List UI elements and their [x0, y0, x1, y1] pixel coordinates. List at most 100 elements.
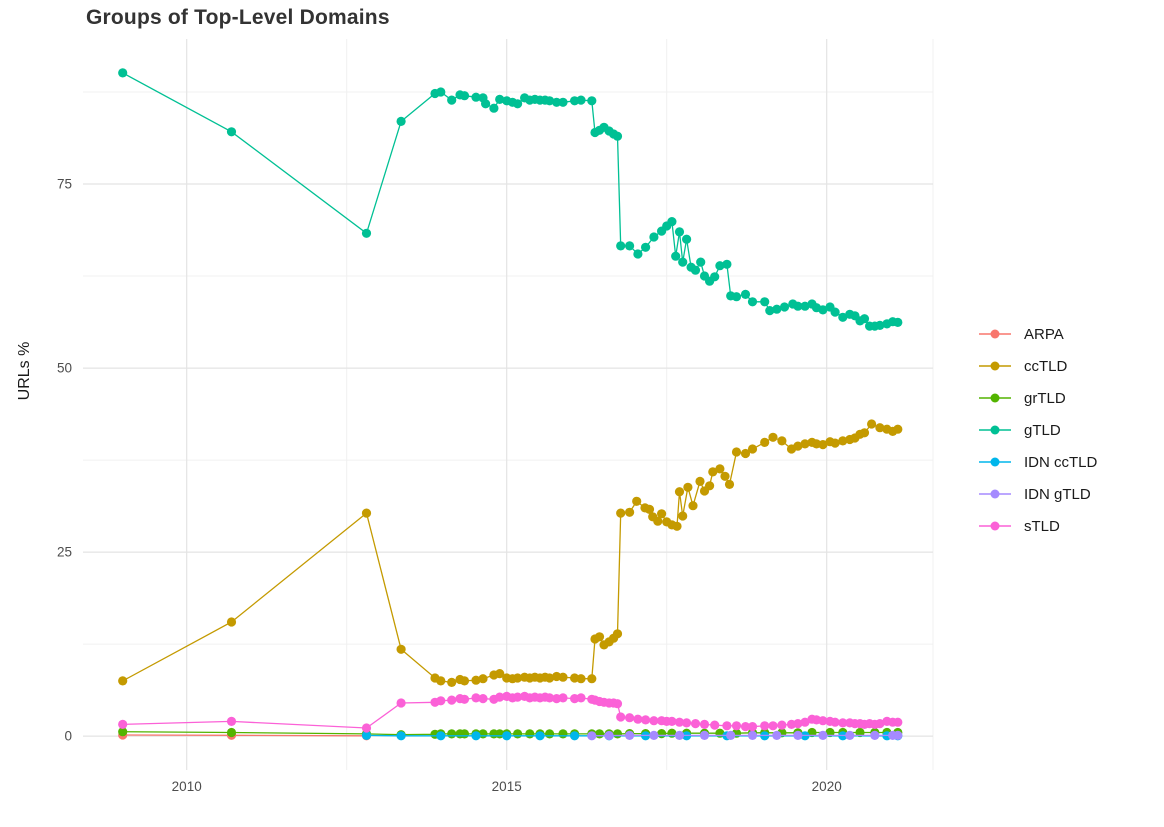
data-point	[657, 729, 667, 739]
data-point	[513, 729, 523, 739]
data-point	[722, 721, 732, 731]
data-point	[447, 729, 457, 739]
data-point	[447, 95, 457, 105]
data-point	[478, 674, 488, 684]
legend-key-icon	[979, 489, 1011, 499]
data-point	[760, 297, 770, 307]
data-point	[481, 99, 491, 109]
data-point	[793, 730, 803, 741]
data-point	[708, 467, 718, 477]
data-point	[777, 720, 787, 730]
data-point	[793, 301, 803, 311]
data-point	[604, 730, 614, 741]
data-point	[731, 721, 742, 731]
gridlines-minor	[83, 39, 934, 770]
data-point	[818, 440, 828, 450]
data-point	[587, 731, 597, 741]
data-point	[893, 730, 903, 741]
data-point	[724, 479, 735, 489]
data-point	[818, 305, 828, 315]
data-point	[777, 436, 787, 446]
legend-key-icon	[979, 329, 1011, 339]
data-point	[226, 716, 237, 727]
legend-key-icon	[979, 361, 1011, 371]
data-point	[674, 487, 685, 497]
data-point	[674, 227, 685, 237]
legend-item-arpa: ARPA	[978, 318, 1097, 350]
data-point	[747, 722, 758, 732]
y-tick-label: 75	[57, 177, 72, 192]
data-point	[545, 729, 555, 739]
data-point	[740, 289, 751, 299]
data-point	[731, 292, 742, 302]
legend: ARPA ccTLD grTLD gTLD IDN ccTLD IDN gTLD sTLD	[978, 318, 1097, 542]
series-gtld	[118, 68, 903, 331]
data-point	[683, 482, 693, 492]
legend-item-idn-gtld: IDN gTLD	[978, 478, 1097, 510]
data-point	[118, 727, 128, 737]
data-point	[747, 444, 758, 454]
data-point	[558, 693, 568, 703]
data-point	[612, 131, 623, 141]
data-point	[513, 692, 523, 702]
data-point	[672, 521, 682, 531]
data-point	[471, 693, 481, 703]
data-point	[396, 698, 406, 708]
data-point	[576, 674, 586, 684]
data-point	[361, 723, 372, 733]
data-point	[845, 730, 855, 741]
data-point	[765, 306, 775, 316]
y-tick-label: 50	[57, 361, 72, 376]
data-point	[800, 301, 810, 311]
data-point	[616, 712, 626, 722]
data-point	[489, 103, 499, 113]
data-point	[715, 261, 725, 271]
data-point	[772, 730, 782, 741]
data-point	[396, 116, 406, 126]
data-point	[649, 730, 659, 741]
x-tick-label: 2020	[812, 779, 842, 794]
data-point	[633, 714, 643, 724]
data-point	[587, 96, 597, 106]
data-point	[818, 716, 828, 726]
data-point	[830, 438, 840, 448]
legend-label: ARPA	[1024, 325, 1064, 343]
data-point	[747, 730, 758, 741]
data-point	[875, 320, 885, 330]
data-point	[768, 721, 778, 731]
data-point	[830, 717, 840, 727]
data-point	[361, 228, 372, 238]
data-point	[678, 257, 688, 267]
data-point	[671, 251, 681, 261]
gridlines-major	[83, 39, 933, 770]
data-point	[612, 699, 623, 709]
data-point	[447, 677, 457, 688]
data-point	[552, 97, 562, 107]
data-point	[653, 516, 663, 526]
data-point	[667, 217, 677, 227]
data-point	[545, 693, 555, 703]
legend-label: ccTLD	[1024, 357, 1068, 375]
data-point	[740, 722, 751, 732]
data-point	[118, 719, 128, 730]
data-point	[793, 719, 803, 729]
data-point	[495, 94, 505, 104]
data-point	[867, 419, 877, 429]
data-point	[459, 676, 470, 686]
x-tick-label: 2010	[172, 779, 202, 794]
data-point	[545, 673, 555, 683]
data-point	[696, 257, 706, 267]
legend-item-stld: sTLD	[978, 510, 1097, 542]
legend-key-icon	[979, 425, 1011, 435]
data-point	[893, 424, 903, 434]
data-point	[859, 428, 870, 438]
data-point	[625, 507, 635, 517]
data-point	[657, 509, 667, 519]
data-point	[625, 241, 635, 251]
data-point	[525, 729, 535, 739]
data-point	[513, 673, 523, 683]
data-point	[859, 314, 870, 324]
data-point	[710, 272, 720, 282]
data-point	[678, 511, 688, 521]
